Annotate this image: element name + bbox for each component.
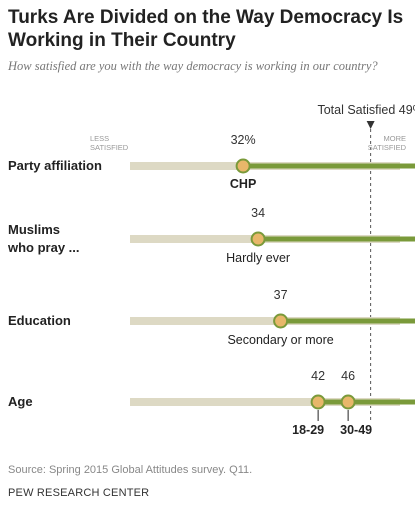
category-label: 18-29	[292, 423, 324, 437]
data-label: 46	[341, 369, 355, 383]
scale-left-label: LESS	[90, 134, 109, 143]
row-label: Education	[8, 313, 71, 328]
data-point	[250, 231, 266, 247]
category-label: Hardly ever	[226, 251, 290, 265]
reference-arrow	[366, 121, 375, 129]
row-track	[130, 398, 400, 406]
row-label: Party affiliation	[8, 158, 102, 173]
row-label: Age	[8, 394, 33, 409]
row-label: who pray ...	[7, 240, 80, 255]
category-label: Secondary or more	[227, 333, 333, 347]
data-point	[235, 158, 251, 174]
data-point	[340, 394, 356, 410]
data-point	[273, 313, 289, 329]
organization-name: PEW RESEARCH CENTER	[8, 487, 150, 499]
scale-right-label: SATISFIED	[368, 143, 407, 152]
chart-title: Turks Are Divided on the Way Democracy I…	[8, 7, 404, 51]
source-note: Source: Spring 2015 Global Attitudes sur…	[8, 464, 253, 476]
scale-left-label: SATISFIED	[90, 143, 129, 152]
row-track	[130, 317, 400, 325]
scale-right-label: MORE	[384, 134, 407, 143]
reference-label: Total Satisfied 49%	[317, 103, 415, 117]
category-label: 30-49	[340, 423, 372, 437]
data-label: 34	[251, 206, 265, 220]
data-label: 42	[311, 369, 325, 383]
data-label: 37	[274, 288, 288, 302]
data-label: 32%	[231, 133, 256, 147]
data-point	[310, 394, 326, 410]
category-label: CHP	[230, 177, 256, 191]
chart-subtitle: How satisfied are you with the way democ…	[8, 59, 378, 73]
row-label: Muslims	[8, 222, 60, 237]
